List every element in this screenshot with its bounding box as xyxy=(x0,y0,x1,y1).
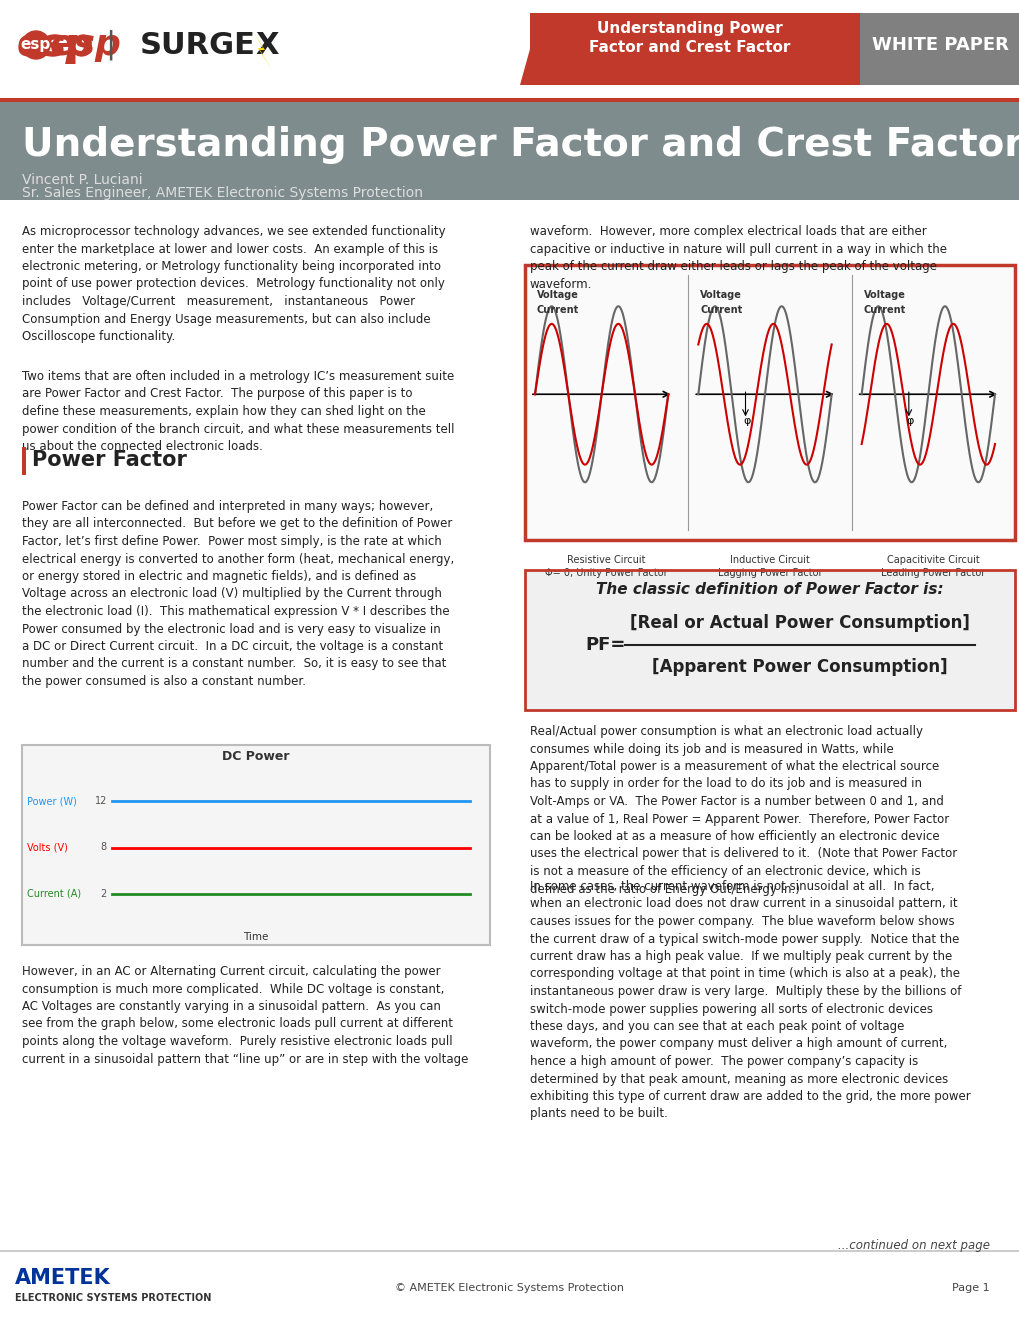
Text: Sr. Sales Engineer, AMETEK Electronic Systems Protection: Sr. Sales Engineer, AMETEK Electronic Sy… xyxy=(22,186,423,201)
Polygon shape xyxy=(520,13,859,84)
Circle shape xyxy=(22,30,50,59)
Text: Current: Current xyxy=(536,305,579,315)
Text: Inductive Circuit
Lagging Power Factor: Inductive Circuit Lagging Power Factor xyxy=(717,554,821,578)
Text: PF=: PF= xyxy=(585,636,625,653)
Text: However, in an AC or Alternating Current circuit, calculating the power
consumpt: However, in an AC or Alternating Current… xyxy=(22,965,468,1065)
Text: Understanding Power
Factor and Crest Factor: Understanding Power Factor and Crest Fac… xyxy=(589,21,790,55)
Bar xyxy=(530,13,859,84)
Text: SURGE: SURGE xyxy=(140,30,256,59)
Bar xyxy=(525,570,1014,710)
Text: Current: Current xyxy=(863,305,905,315)
Bar xyxy=(525,265,1014,540)
Text: Real/Actual power consumption is what an electronic load actually
consumes while: Real/Actual power consumption is what an… xyxy=(530,725,956,895)
Text: Capacitivite Circuit
Leading Power Factor: Capacitivite Circuit Leading Power Facto… xyxy=(880,554,984,578)
Text: |: | xyxy=(105,30,115,61)
Bar xyxy=(525,570,1014,710)
Text: Vincent P. Luciani: Vincent P. Luciani xyxy=(22,173,143,187)
Text: Power Factor can be defined and interpreted in many ways; however,
they are all : Power Factor can be defined and interpre… xyxy=(22,500,453,688)
Polygon shape xyxy=(252,30,272,70)
Text: 2: 2 xyxy=(101,888,107,899)
Bar xyxy=(0,98,1019,102)
Text: Resistive Circuit
Φ= 0, Unity Power Factor: Resistive Circuit Φ= 0, Unity Power Fact… xyxy=(545,554,667,578)
Text: φ: φ xyxy=(906,416,913,426)
Text: 8: 8 xyxy=(101,842,107,853)
Text: Volts (V): Volts (V) xyxy=(26,842,68,853)
Text: Power Factor: Power Factor xyxy=(32,450,186,470)
Text: [Real or Actual Power Consumption]: [Real or Actual Power Consumption] xyxy=(630,614,969,632)
Text: As microprocessor technology advances, we see extended functionality
enter the m: As microprocessor technology advances, w… xyxy=(22,224,445,343)
Text: AMETEK: AMETEK xyxy=(15,1269,111,1288)
Text: esp: esp xyxy=(20,37,51,53)
Text: φ: φ xyxy=(743,416,750,426)
Text: esp: esp xyxy=(16,26,94,63)
Text: Two items that are often included in a metrology IC’s measurement suite
are Powe: Two items that are often included in a m… xyxy=(22,370,454,453)
Text: esp: esp xyxy=(50,28,121,62)
Text: Page 1: Page 1 xyxy=(952,1283,989,1294)
Text: Current (A): Current (A) xyxy=(26,888,82,899)
Text: The classic definition of Power Factor is:: The classic definition of Power Factor i… xyxy=(595,582,943,598)
Bar xyxy=(22,744,489,945)
Bar xyxy=(0,0,1019,100)
Text: Current: Current xyxy=(700,305,742,315)
Text: ...continued on next page: ...continued on next page xyxy=(838,1238,989,1251)
Text: Voltage: Voltage xyxy=(536,290,579,300)
Text: Voltage: Voltage xyxy=(863,290,905,300)
Bar xyxy=(0,100,1019,201)
Text: ELECTRONIC SYSTEMS PROTECTION: ELECTRONIC SYSTEMS PROTECTION xyxy=(15,1294,211,1303)
Text: Power (W): Power (W) xyxy=(26,796,76,807)
Text: Time: Time xyxy=(244,932,268,942)
Bar xyxy=(0,1250,1019,1320)
Text: WHITE PAPER: WHITE PAPER xyxy=(870,36,1008,54)
Text: In some cases, the current waveform is not sinusoidal at all.  In fact,
when an : In some cases, the current waveform is n… xyxy=(530,880,970,1121)
Text: Understanding Power Factor and Crest Factor: Understanding Power Factor and Crest Fac… xyxy=(22,125,1019,164)
Text: X: X xyxy=(255,30,278,59)
Text: © AMETEK Electronic Systems Protection: © AMETEK Electronic Systems Protection xyxy=(395,1283,624,1294)
Text: [Apparent Power Consumption]: [Apparent Power Consumption] xyxy=(651,657,947,676)
Text: esp: esp xyxy=(16,26,94,63)
Text: 12: 12 xyxy=(95,796,107,807)
Text: Voltage: Voltage xyxy=(700,290,742,300)
Bar xyxy=(22,447,25,475)
Bar xyxy=(22,744,489,945)
Text: DC Power: DC Power xyxy=(222,751,289,763)
Bar xyxy=(859,13,1019,84)
Bar xyxy=(0,1250,1019,1251)
Text: waveform.  However, more complex electrical loads that are either
capacitive or : waveform. However, more complex electric… xyxy=(530,224,946,290)
